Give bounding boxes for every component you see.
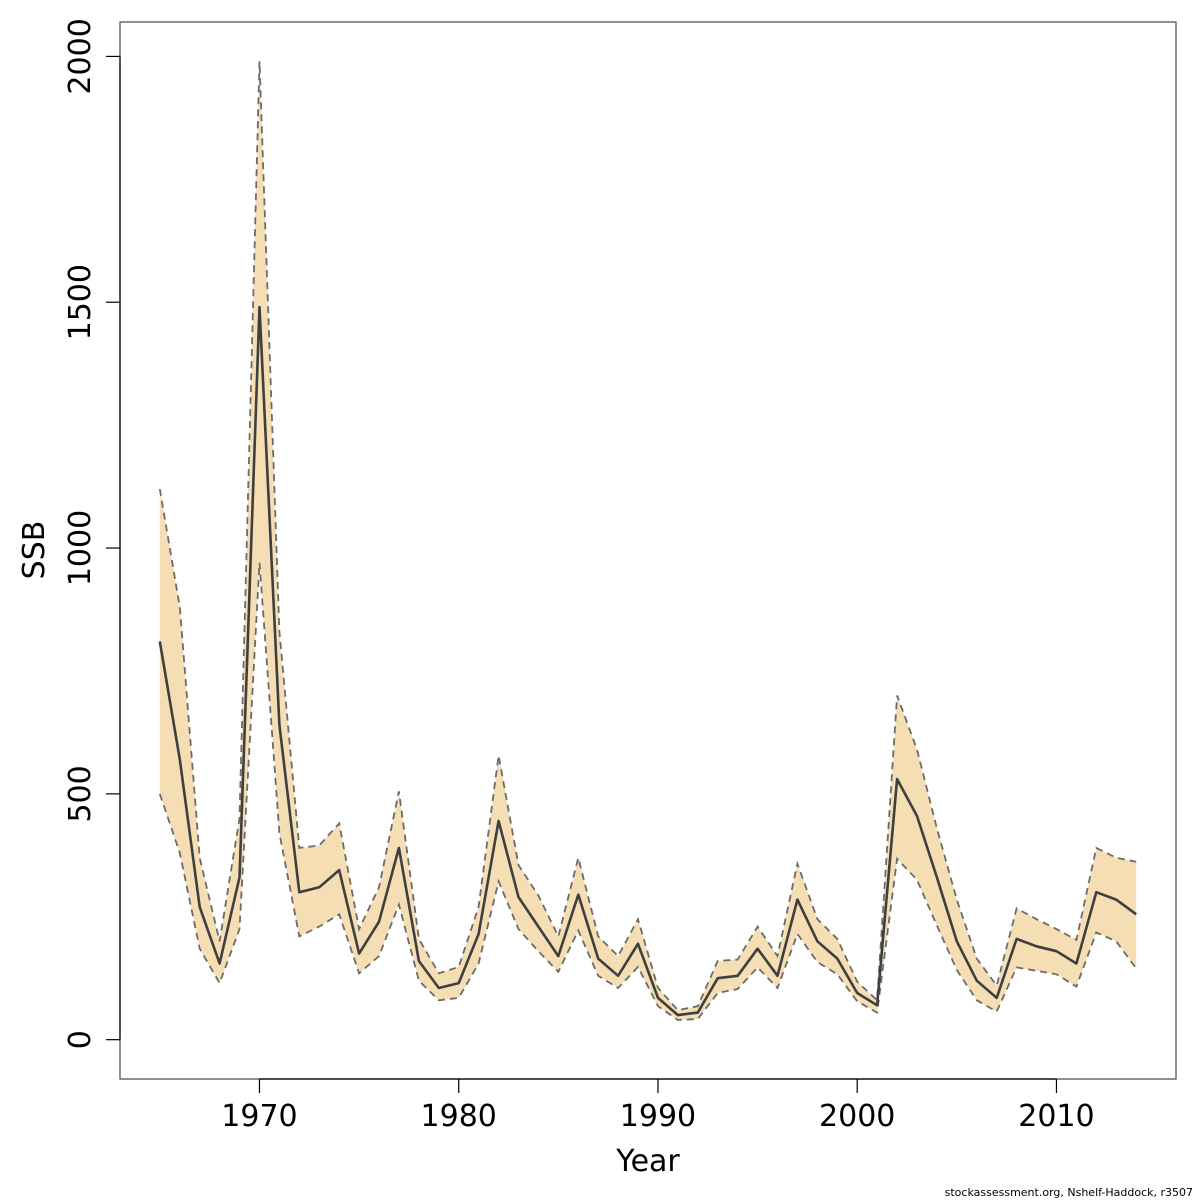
x-axis: 1970 1980 1990 2000 2010 bbox=[221, 1078, 1095, 1134]
credit-text: stockassessment.org, Nshelf-Haddock, r35… bbox=[945, 1186, 1193, 1199]
estimate-line-layer bbox=[158, 305, 1137, 1017]
confidence-band-layer bbox=[158, 61, 1137, 1021]
y-axis: 0 500 1000 1500 2000 bbox=[63, 18, 121, 1049]
y-tick-label-1500: 1500 bbox=[63, 264, 98, 340]
x-tick-label-1970: 1970 bbox=[221, 1099, 297, 1134]
x-axis-title: Year bbox=[615, 1144, 680, 1179]
x-tick-label-1990: 1990 bbox=[620, 1099, 696, 1134]
confidence-band bbox=[159, 61, 1137, 1021]
x-tick-label-2010: 2010 bbox=[1018, 1099, 1094, 1134]
y-axis-title: SSB bbox=[17, 521, 52, 580]
x-tick-label-1980: 1980 bbox=[421, 1099, 497, 1134]
ssb-estimate-line bbox=[158, 305, 1137, 1017]
y-tick-label-500: 500 bbox=[63, 765, 98, 822]
x-tick-label-2000: 2000 bbox=[819, 1099, 895, 1134]
lower-bound-line bbox=[158, 562, 1137, 1021]
upper-bound-line bbox=[158, 61, 1137, 1012]
y-tick-label-1000: 1000 bbox=[63, 510, 98, 586]
y-tick-label-2000: 2000 bbox=[63, 18, 98, 94]
y-tick-label-0: 0 bbox=[63, 1030, 98, 1049]
